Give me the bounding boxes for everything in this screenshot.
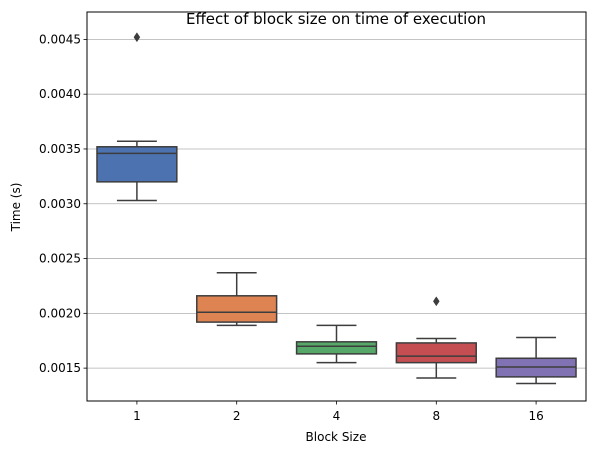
x-tick-label: 1 (133, 409, 141, 423)
box-body (96, 146, 178, 183)
y-tick-label: 0.0045 (39, 32, 81, 46)
ticks: 0.0015 0.0020 0.0025 0.0030 0.0035 0.0040 0.00… (39, 32, 544, 423)
outlier-point (432, 296, 440, 307)
y-tick-label: 0.0015 (39, 361, 81, 375)
y-tick-label: 0.0035 (39, 142, 81, 156)
gridlines (87, 38, 586, 369)
y-tick-label: 0.0020 (39, 306, 81, 320)
x-tick-label: 16 (528, 409, 543, 423)
box-body (295, 341, 378, 355)
box-2 (196, 272, 278, 327)
box-body (196, 295, 278, 323)
outlier-point (133, 32, 141, 43)
y-axis-label: Time (s) (9, 183, 23, 233)
x-axis-label: Block Size (306, 430, 367, 444)
box-4 (295, 324, 378, 364)
x-tick-label: 2 (233, 409, 241, 423)
x-tick-label: 8 (432, 409, 440, 423)
boxes (96, 32, 577, 385)
y-tick-label: 0.0030 (39, 197, 81, 211)
chart-title: Effect of block size on time of executio… (186, 10, 486, 28)
box-body (395, 342, 477, 364)
box-1 (96, 32, 178, 202)
box-8 (395, 296, 477, 379)
x-tick-label: 4 (333, 409, 341, 423)
box-16 (495, 336, 577, 385)
y-tick-label: 0.0040 (39, 87, 81, 101)
y-tick-label: 0.0025 (39, 252, 81, 266)
